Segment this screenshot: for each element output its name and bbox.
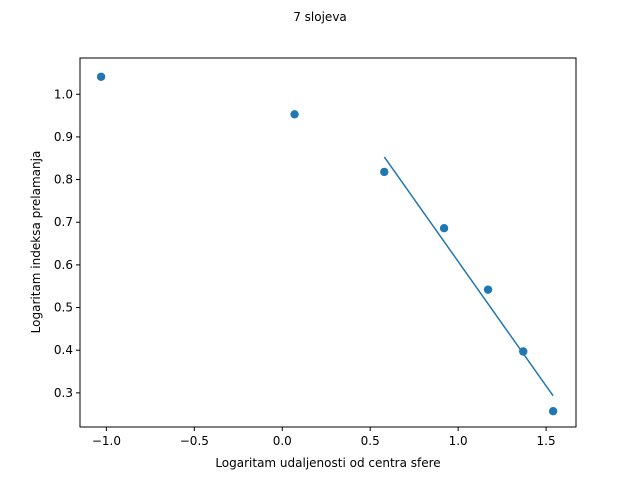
x-tick-label: −1.0 bbox=[92, 434, 121, 448]
x-tick-label: −0.5 bbox=[180, 434, 209, 448]
x-tick-label: 1.5 bbox=[537, 434, 556, 448]
y-tick-label: 0.4 bbox=[54, 343, 73, 357]
data-point bbox=[439, 224, 449, 233]
x-tick-label: 0.5 bbox=[361, 434, 380, 448]
data-series bbox=[96, 72, 558, 416]
x-axis: −1.0 −0.5 0.0 0.5 1.0 1.5 bbox=[92, 427, 556, 448]
y-tick-label: 0.8 bbox=[54, 173, 73, 187]
y-tick-label: 0.9 bbox=[54, 130, 73, 144]
y-tick-label: 0.5 bbox=[54, 301, 73, 315]
data-point bbox=[548, 407, 558, 416]
data-point bbox=[290, 110, 299, 119]
y-tick-label: 0.6 bbox=[54, 258, 73, 272]
y-axis-label: Logaritam indeksa prelamanja bbox=[29, 151, 43, 334]
data-point bbox=[483, 285, 493, 294]
y-tick-label: 1.0 bbox=[54, 87, 73, 101]
chart-title: 7 slojeva bbox=[293, 10, 347, 24]
x-axis-label: Logaritam udaljenosti od centra sfere bbox=[215, 456, 440, 470]
x-tick-label: 0.0 bbox=[273, 434, 292, 448]
x-tick-label: 1.0 bbox=[449, 434, 468, 448]
y-axis: 0.3 0.4 0.5 0.6 0.7 0.8 0.9 1.0 bbox=[54, 87, 80, 400]
fit-line bbox=[383, 156, 554, 397]
data-point bbox=[380, 167, 389, 177]
y-tick-label: 0.7 bbox=[54, 215, 73, 229]
plot-area bbox=[79, 57, 577, 428]
y-tick-label: 0.3 bbox=[54, 386, 73, 400]
data-point bbox=[96, 72, 106, 81]
data-point bbox=[519, 347, 528, 356]
